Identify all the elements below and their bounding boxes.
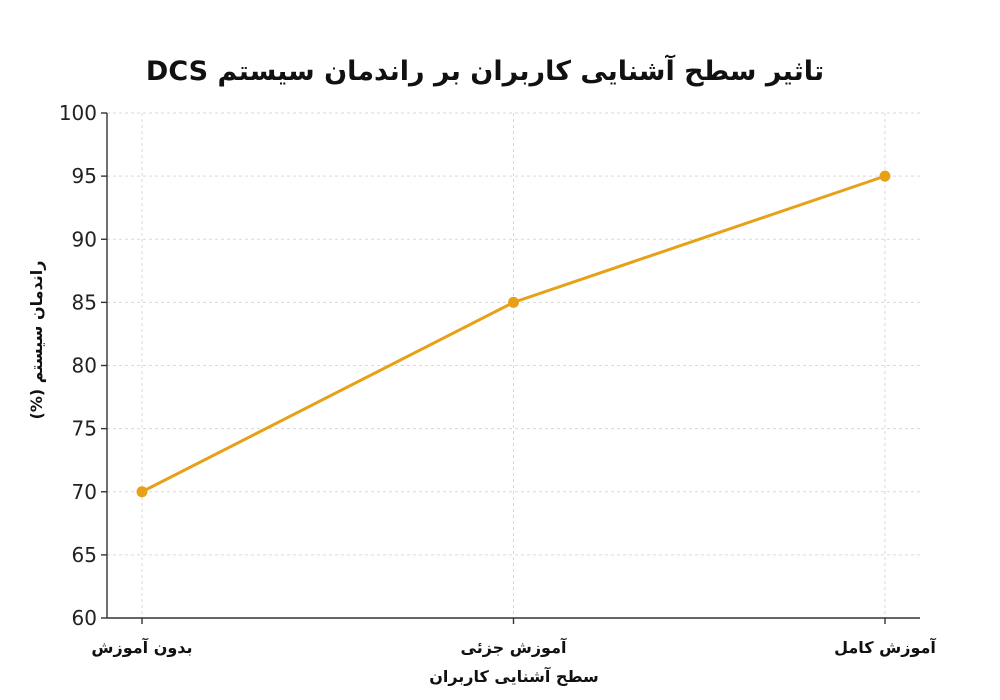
chart-title: تاثیر سطح آشنایی کاربران بر راندمان سیست… bbox=[146, 54, 824, 87]
x-axis-ticks: بدون آموزش آموزش جزئی آموزش کامل bbox=[91, 618, 936, 657]
y-tick-label: 95 bbox=[72, 164, 97, 188]
y-tick-label: 85 bbox=[72, 290, 97, 314]
y-tick-label: 100 bbox=[59, 101, 97, 125]
data-point bbox=[136, 486, 148, 498]
y-tick-label: 65 bbox=[72, 543, 97, 567]
series bbox=[136, 170, 891, 498]
data-point bbox=[508, 296, 519, 308]
y-tick-label: 90 bbox=[72, 227, 97, 251]
y-tick-label: 80 bbox=[72, 354, 97, 378]
x-axis-label: سطح آشنایی کاربران bbox=[429, 666, 599, 686]
y-tick-label: 70 bbox=[72, 480, 97, 504]
grid bbox=[107, 112, 920, 618]
y-tick-label: 60 bbox=[72, 606, 97, 630]
x-tick-label: آموزش کامل bbox=[834, 637, 936, 657]
x-tick-label: آموزش جزئی bbox=[461, 637, 567, 657]
data-point bbox=[879, 170, 891, 182]
y-tick-label: 75 bbox=[72, 417, 97, 441]
y-axis-label: راندمان سیستم (%) bbox=[27, 261, 46, 420]
y-axis-ticks: 60 65 70 75 80 85 90 95 100 bbox=[59, 101, 107, 630]
x-tick-label: بدون آموزش bbox=[91, 637, 192, 657]
